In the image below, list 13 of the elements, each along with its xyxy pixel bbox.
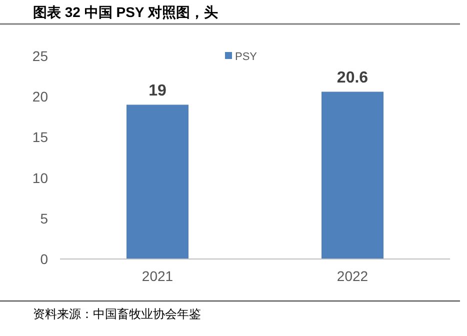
y-tick-label: 10 [32,170,48,186]
data-label: 20.6 [336,70,368,87]
text: 资料来源：中国畜牧业协会年鉴 [33,307,201,321]
y-tick-label: 20 [32,88,48,105]
chart-title: 图表 32 中国 PSY 对照图，头 [33,4,218,20]
x-tick-label: 2021 [142,268,174,284]
y-tick-label: 5 [40,210,48,226]
legend-label: PSY [235,51,258,63]
y-tick-label: 15 [32,129,48,146]
y-tick-label: 25 [32,48,48,64]
x-tick-label: 2022 [336,268,368,284]
data-label: 19 [148,82,166,100]
y-tick-label: 0 [40,251,48,267]
